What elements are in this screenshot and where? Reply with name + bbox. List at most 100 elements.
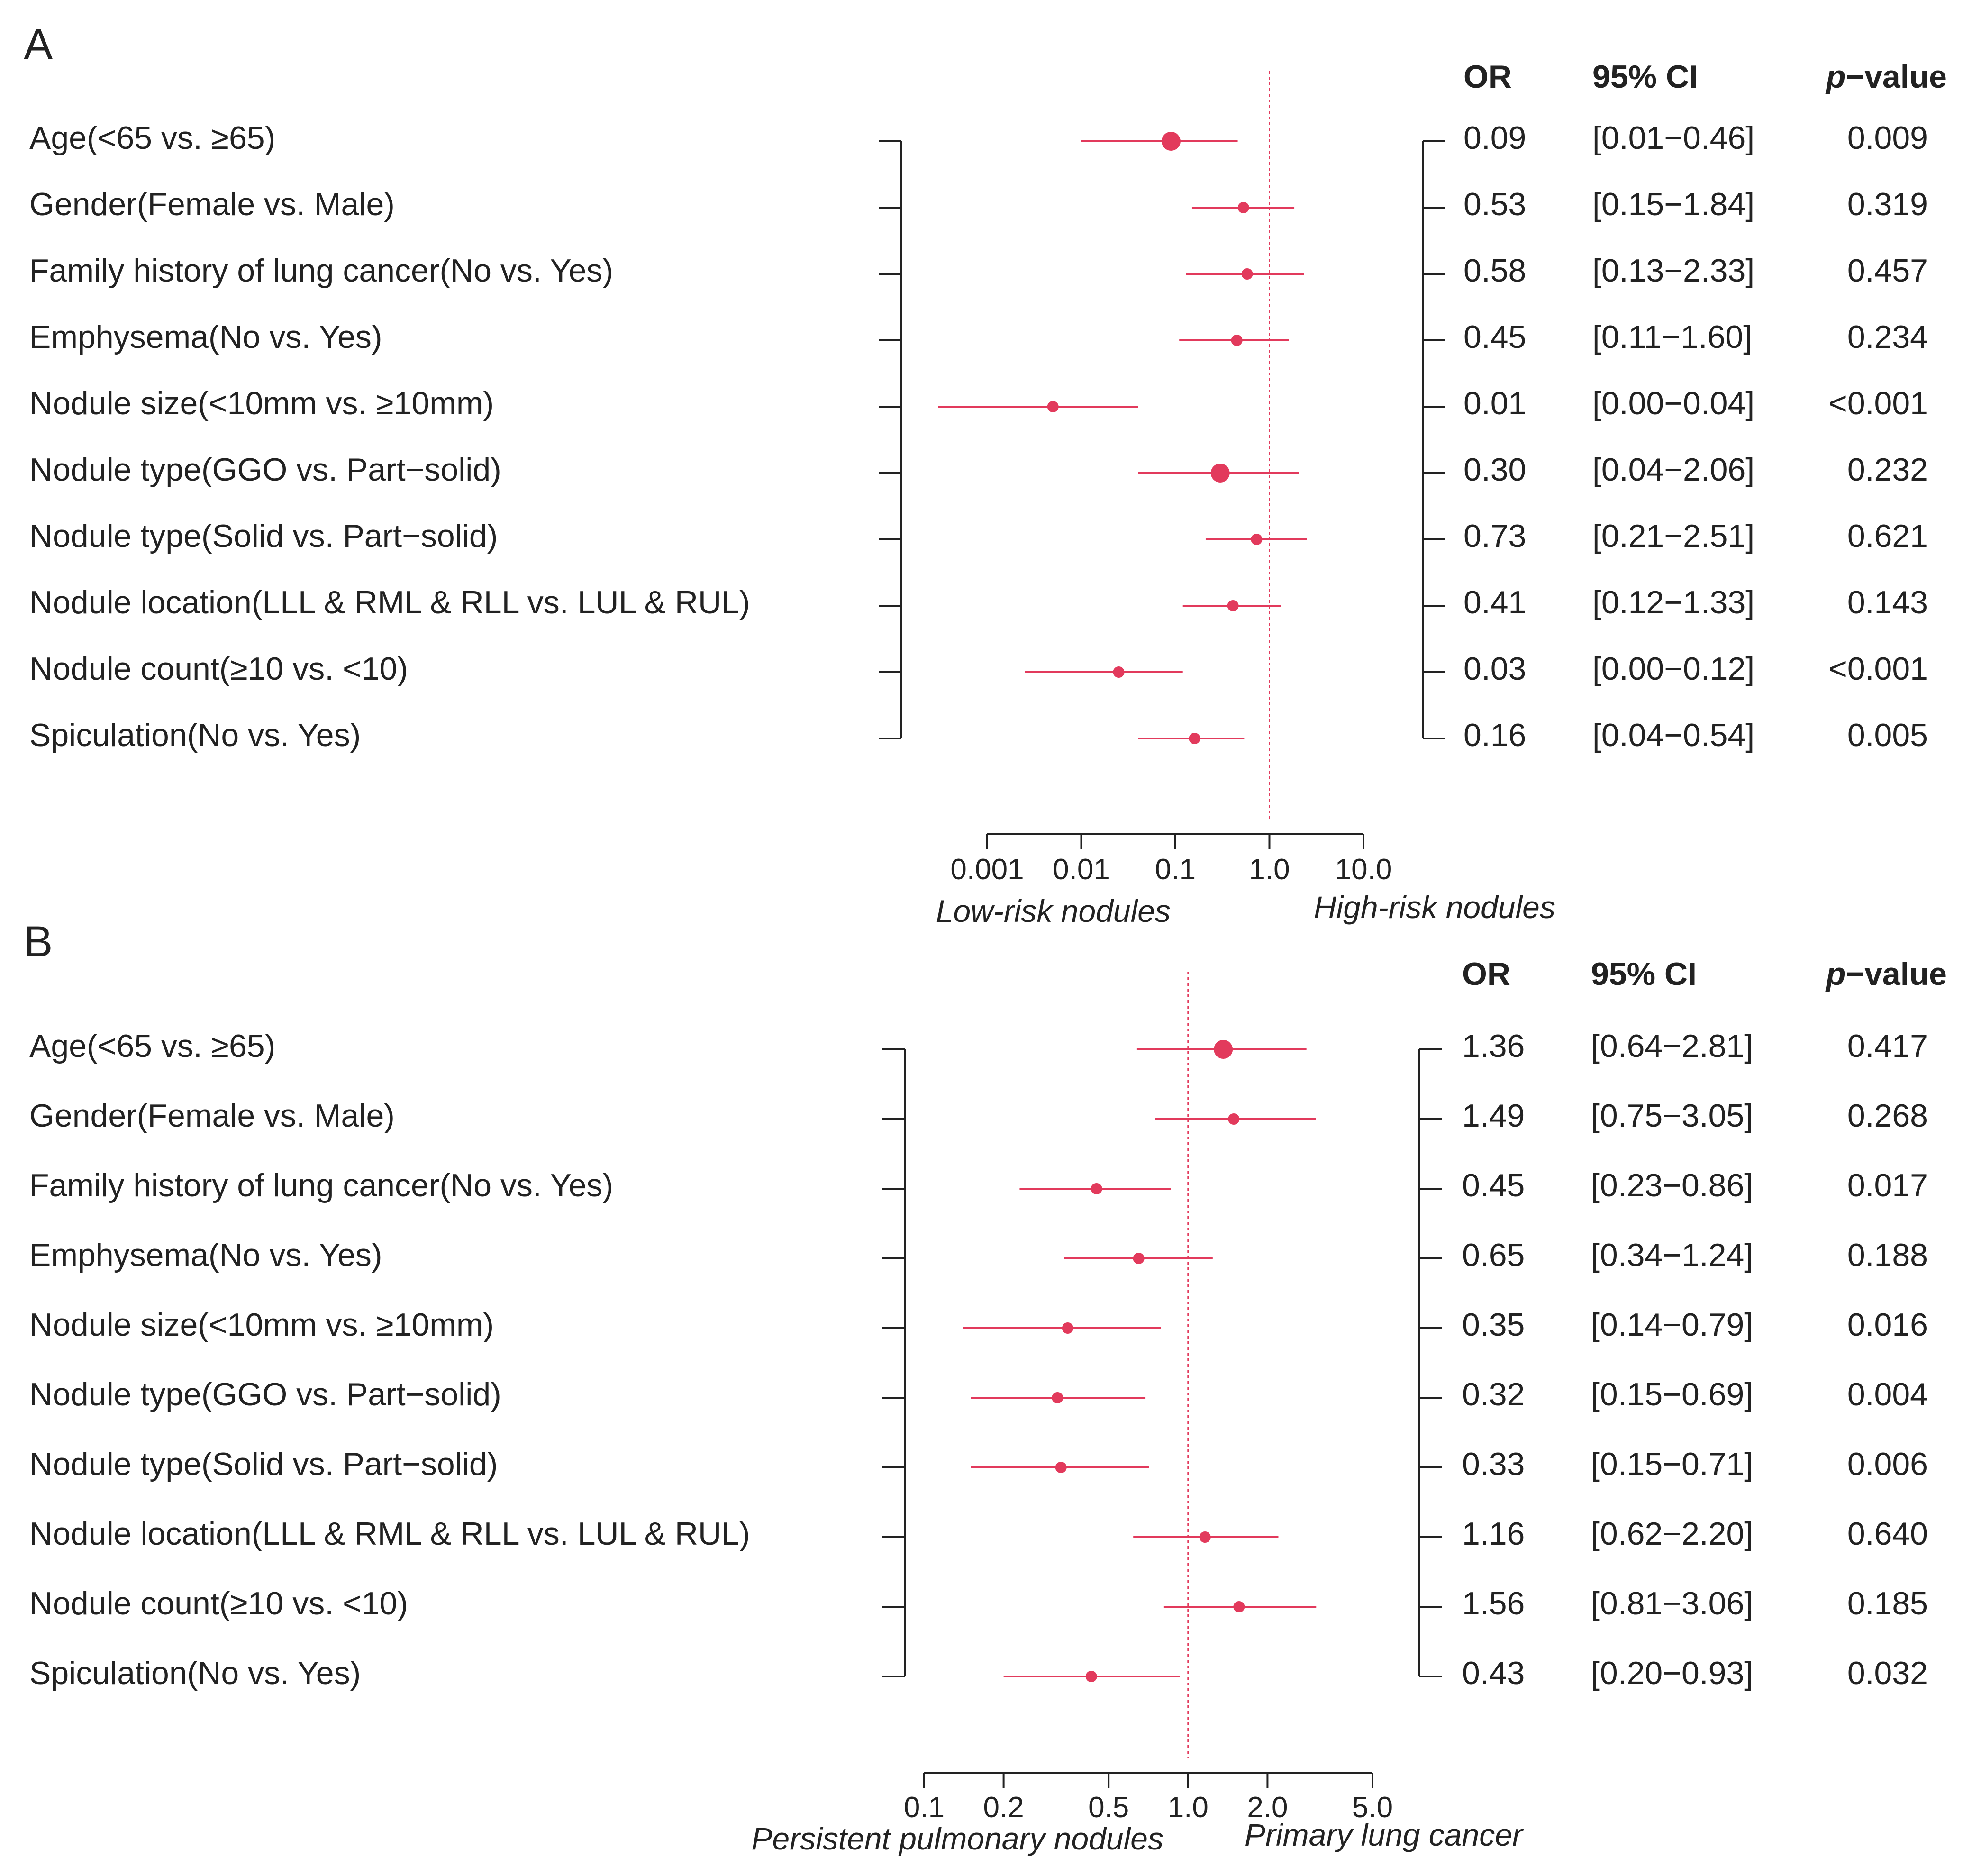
or-value: 0.45	[1462, 1167, 1525, 1203]
p-value: 0.143	[1847, 584, 1928, 620]
ci-value: [0.12−1.33]	[1592, 584, 1754, 620]
left-direction-label: Low-risk nodules	[936, 893, 1171, 929]
header-p-value: p−value	[1825, 59, 1947, 95]
ci-value: [0.20−0.93]	[1591, 1655, 1753, 1691]
ci-value: [0.01−0.46]	[1592, 120, 1754, 156]
p-value: 0.005	[1847, 717, 1928, 753]
x-tick-label: 1.0	[1249, 853, 1290, 886]
row-label: Age(<65 vs. ≥65)	[29, 1028, 275, 1064]
or-point	[1241, 268, 1253, 280]
panel-a: A OR 95% CI p−value Age(<65 vs. ≥65) 0.09 [0.0…	[24, 20, 1947, 929]
p-value: 0.232	[1847, 452, 1928, 488]
ci-value: [0.04−0.54]	[1592, 717, 1754, 753]
ci-value: [0.14−0.79]	[1591, 1307, 1753, 1343]
panel-letter: A	[24, 20, 53, 69]
p-value: 0.417	[1847, 1028, 1928, 1064]
p-value: 0.006	[1847, 1446, 1928, 1482]
or-value: 1.36	[1462, 1028, 1525, 1064]
row-label: Nodule size(<10mm vs. ≥10mm)	[29, 385, 494, 421]
p-value: <0.001	[1828, 651, 1928, 687]
p-value: 0.017	[1847, 1167, 1928, 1203]
p-value: 0.188	[1847, 1237, 1928, 1273]
x-tick-label: 0.1	[1155, 853, 1196, 886]
or-value: 0.53	[1463, 186, 1526, 222]
ci-value: [0.75−3.05]	[1591, 1098, 1753, 1134]
or-point	[1251, 534, 1263, 545]
x-tick-label: 5.0	[1352, 1791, 1393, 1824]
row-label: Nodule type(GGO vs. Part−solid)	[29, 1376, 501, 1412]
ci-value: [0.11−1.60]	[1592, 319, 1752, 355]
ci-value: [0.00−0.04]	[1592, 385, 1754, 421]
p-value: 0.457	[1847, 253, 1928, 289]
x-tick-label: 0.5	[1088, 1791, 1129, 1824]
row-label: Nodule location(LLL & RML & RLL vs. LUL …	[29, 584, 750, 620]
row-label: Family history of lung cancer(No vs. Yes…	[29, 1167, 613, 1203]
left-direction-label: Persistent pulmonary nodules	[752, 1821, 1163, 1856]
header-ci: 95% CI	[1592, 59, 1698, 95]
row-label: Nodule type(Solid vs. Part−solid)	[29, 518, 498, 554]
or-value: 1.56	[1462, 1585, 1525, 1621]
or-value: 0.43	[1462, 1655, 1525, 1691]
or-point	[1161, 132, 1181, 151]
header-p-value: p−value	[1825, 956, 1947, 992]
header-or: OR	[1462, 956, 1510, 992]
row-label: Nodule location(LLL & RML & RLL vs. LUL …	[29, 1516, 750, 1552]
p-value: 0.032	[1847, 1655, 1928, 1691]
x-tick-label: 0.2	[983, 1791, 1024, 1824]
row-label: Gender(Female vs. Male)	[29, 1098, 395, 1134]
row-label: Nodule count(≥10 vs. <10)	[29, 1585, 408, 1621]
or-value: 0.01	[1463, 385, 1526, 421]
ci-value: [0.62−2.20]	[1591, 1516, 1753, 1552]
row-label: Nodule type(GGO vs. Part−solid)	[29, 452, 501, 488]
or-value: 0.33	[1462, 1446, 1525, 1482]
header-or: OR	[1463, 59, 1512, 95]
or-value: 0.35	[1462, 1307, 1525, 1343]
p-value: 0.004	[1847, 1376, 1928, 1412]
or-point	[1237, 202, 1249, 213]
row-label: Family history of lung cancer(No vs. Yes…	[29, 253, 613, 289]
or-point	[1055, 1462, 1067, 1473]
ci-value: [0.15−0.71]	[1591, 1446, 1753, 1482]
row-label: Nodule type(Solid vs. Part−solid)	[29, 1446, 498, 1482]
p-value: 0.621	[1847, 518, 1928, 554]
ci-value: [0.00−0.12]	[1592, 651, 1754, 687]
x-tick-label: 0.1	[904, 1791, 945, 1824]
ci-value: [0.15−1.84]	[1592, 186, 1754, 222]
x-tick-label: 0.01	[1053, 853, 1110, 886]
row-label: Age(<65 vs. ≥65)	[29, 120, 275, 156]
row-label: Emphysema(No vs. Yes)	[29, 319, 382, 355]
or-point	[1113, 666, 1125, 678]
or-value: 0.16	[1463, 717, 1526, 753]
p-value: 0.268	[1847, 1098, 1928, 1134]
or-point	[1214, 1040, 1233, 1059]
row-label: Spiculation(No vs. Yes)	[29, 1655, 361, 1691]
or-value: 0.09	[1463, 120, 1526, 156]
or-point	[1085, 1671, 1097, 1682]
or-value: 0.58	[1463, 253, 1526, 289]
or-point	[1047, 401, 1059, 412]
p-value: 0.185	[1847, 1585, 1928, 1621]
or-point	[1062, 1322, 1073, 1334]
or-point	[1052, 1392, 1063, 1403]
or-point	[1227, 600, 1239, 611]
or-value: 1.49	[1462, 1098, 1525, 1134]
ci-value: [0.81−3.06]	[1591, 1585, 1753, 1621]
row-label: Nodule size(<10mm vs. ≥10mm)	[29, 1307, 494, 1343]
row-label: Spiculation(No vs. Yes)	[29, 717, 361, 753]
header-ci: 95% CI	[1591, 956, 1697, 992]
or-point	[1210, 464, 1230, 483]
or-value: 0.45	[1463, 319, 1526, 355]
or-point	[1231, 335, 1243, 346]
p-value: 0.640	[1847, 1516, 1928, 1552]
ci-value: [0.21−2.51]	[1592, 518, 1754, 554]
or-point	[1228, 1113, 1240, 1125]
right-direction-label: High-risk nodules	[1314, 890, 1555, 925]
or-value: 0.30	[1463, 452, 1526, 488]
row-label: Emphysema(No vs. Yes)	[29, 1237, 382, 1273]
or-value: 0.41	[1463, 584, 1526, 620]
row-label: Gender(Female vs. Male)	[29, 186, 395, 222]
p-value: 0.016	[1847, 1307, 1928, 1343]
or-point	[1189, 733, 1200, 744]
row-label: Nodule count(≥10 vs. <10)	[29, 651, 408, 687]
